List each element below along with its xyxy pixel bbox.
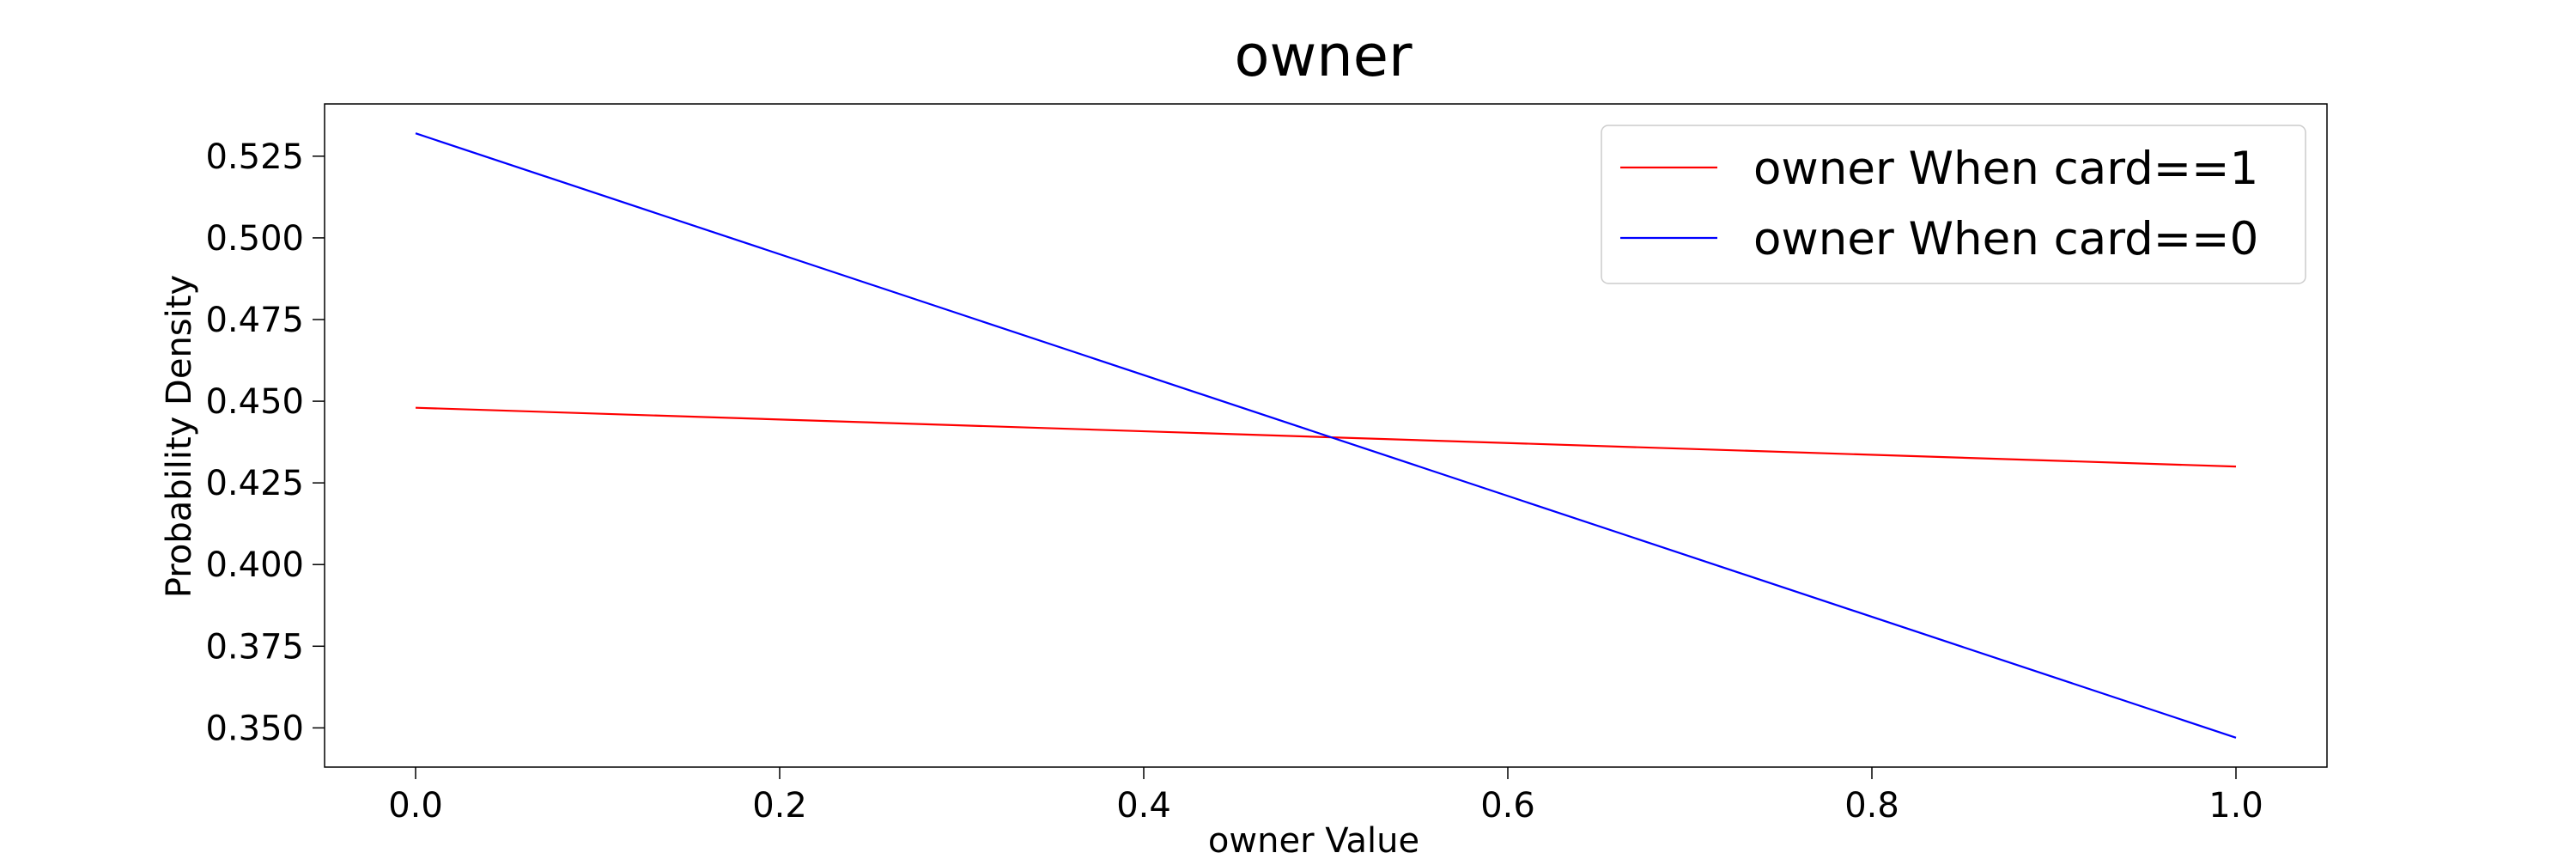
x-axis-label: owner Value	[1208, 821, 1419, 859]
x-tick-label: 0.8	[1844, 786, 1899, 825]
x-tick-label: 0.6	[1480, 786, 1535, 825]
series-line-1	[415, 132, 2237, 739]
y-tick-label: 0.350	[205, 709, 304, 748]
legend-box	[1601, 125, 2306, 284]
x-tick-label: 0.4	[1116, 786, 1171, 825]
y-axis-label: Probability Density	[160, 275, 199, 598]
plot-area: 0.0 0.2 0.4 0.6 0.8 1.0 0.350 0.375 0.400 0.425 0.…	[205, 103, 2328, 825]
y-tick-label: 0.525	[205, 137, 304, 177]
x-tick-label: 1.0	[2208, 786, 2263, 825]
y-tick-label: 0.425	[205, 464, 304, 503]
legend-label-0: owner When card==1	[1753, 143, 2258, 195]
y-tick-label: 0.400	[205, 545, 304, 585]
plot-frame	[324, 103, 2328, 768]
chart-title: owner	[1234, 22, 1412, 89]
y-tick-label: 0.375	[205, 627, 304, 667]
y-tick-label: 0.475	[205, 301, 304, 340]
x-tick-label: 0.0	[388, 786, 443, 825]
legend-label-1: owner When card==0	[1753, 213, 2258, 265]
y-tick-label: 0.500	[205, 219, 304, 259]
legend: owner When card==1 owner When card==0	[1601, 125, 2306, 284]
series-line-0	[415, 406, 2237, 468]
x-tick-label: 0.2	[752, 786, 807, 825]
y-tick-label: 0.450	[205, 382, 304, 422]
